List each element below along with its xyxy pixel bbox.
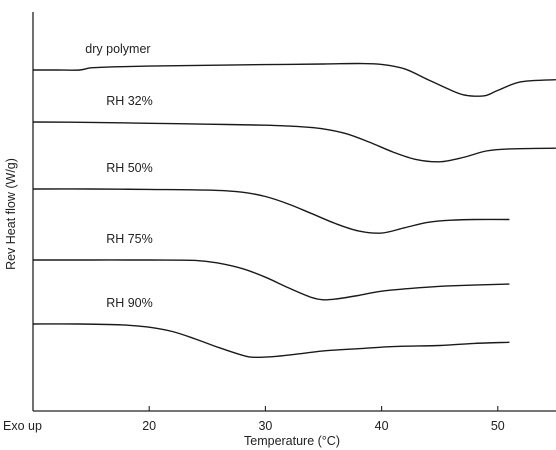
- series-labels: dry polymer RH 32% RH 50% RH 75% RH 90%: [85, 42, 152, 310]
- x-tick-label: 40: [375, 419, 389, 433]
- x-tick-label: 50: [491, 419, 505, 433]
- series-line-4: [33, 259, 510, 301]
- y-axis-title: Rev Heat flow (W/g): [4, 158, 18, 270]
- series-curves: [32, 62, 556, 359]
- x-tick-label: 30: [258, 419, 272, 433]
- series-line-3: [32, 188, 510, 234]
- x-axis-title: Temperature (°C): [244, 434, 340, 448]
- series-label-1: dry polymer: [85, 42, 150, 56]
- series-label-5: RH 90%: [106, 296, 153, 310]
- series-label-2: RH 32%: [106, 94, 153, 108]
- series-label-4: RH 75%: [106, 232, 153, 246]
- series-label-3: RH 50%: [106, 161, 153, 175]
- x-axis-ticks: 20 30 40 50: [142, 406, 505, 433]
- plot-area: [32, 12, 556, 412]
- series-line-1: [33, 62, 556, 97]
- corner-label: Exo up: [3, 419, 42, 433]
- x-tick-label: 20: [142, 419, 156, 433]
- series-line-2: [32, 121, 556, 163]
- series-line-5: [32, 323, 510, 359]
